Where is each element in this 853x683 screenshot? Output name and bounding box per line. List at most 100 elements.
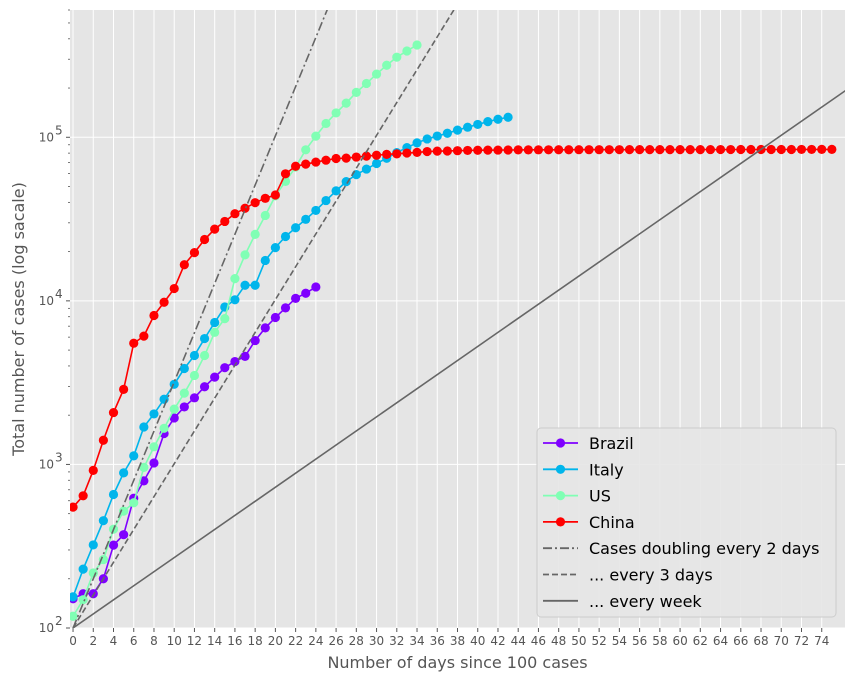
data-point: [452, 125, 463, 135]
x-tick-label: 4: [110, 634, 118, 648]
legend-marker: [555, 491, 566, 501]
data-point: [422, 134, 432, 144]
data-point: [169, 283, 179, 294]
data-point: [230, 209, 240, 219]
legend-box: [536, 427, 837, 618]
data-point: [119, 530, 129, 540]
data-point: [260, 255, 270, 266]
x-tick-label: 74: [814, 634, 829, 648]
data-point: [199, 234, 210, 245]
data-point: [624, 145, 635, 155]
data-point: [331, 153, 341, 164]
data-point: [199, 350, 210, 361]
data-point: [736, 144, 746, 155]
data-point: [473, 145, 483, 155]
series-every-3-days: [72, 10, 455, 628]
data-point: [564, 145, 574, 155]
data-point: [139, 331, 149, 341]
data-point: [210, 317, 220, 328]
x-tick-label: 36: [430, 634, 445, 648]
legend-label: US: [589, 487, 611, 506]
data-point: [402, 148, 412, 158]
data-point: [119, 506, 129, 516]
data-point: [280, 169, 291, 179]
data-point: [210, 224, 220, 234]
data-point: [139, 462, 149, 473]
data-point: [513, 145, 523, 155]
data-point: [250, 198, 260, 208]
data-point: [301, 214, 311, 224]
data-point: [604, 145, 614, 155]
legend-item: Cases doubling every 2 days: [543, 539, 819, 558]
legend-label: Italy: [589, 460, 624, 479]
data-point: [301, 145, 311, 155]
data-point: [695, 145, 705, 155]
data-point: [351, 87, 361, 97]
series-line: [72, 10, 328, 628]
data-point: [796, 144, 807, 155]
data-point: [301, 288, 311, 298]
data-point: [483, 145, 493, 155]
data-point: [149, 442, 159, 452]
data-point: [614, 145, 624, 155]
x-tick-label: 42: [490, 634, 505, 648]
x-tick-label: 28: [349, 634, 364, 648]
data-point: [503, 145, 513, 155]
data-point: [220, 216, 230, 227]
data-point: [240, 250, 250, 260]
data-point: [260, 210, 270, 221]
data-point: [291, 293, 301, 303]
data-point: [463, 145, 473, 156]
data-point: [422, 146, 432, 157]
x-tick-label: 62: [693, 634, 708, 648]
data-point: [726, 144, 736, 155]
data-point: [463, 122, 473, 132]
data-point: [108, 489, 119, 500]
x-tick-label: 64: [713, 634, 728, 648]
data-point: [817, 144, 827, 155]
y-tick-label: 10: [39, 130, 54, 144]
x-tick-label: 8: [150, 634, 158, 648]
x-tick-label: 10: [167, 634, 182, 648]
x-tick-label: 66: [733, 634, 748, 648]
legend-label: China: [589, 513, 635, 532]
data-point: [442, 128, 452, 138]
data-point: [412, 147, 422, 158]
data-point: [250, 229, 260, 239]
data-point: [240, 351, 250, 361]
legend-marker: [555, 438, 566, 448]
x-tick-label: 20: [268, 634, 283, 648]
legend-marker: [555, 464, 566, 474]
data-point: [189, 350, 200, 361]
data-point: [230, 295, 240, 305]
data-point: [139, 422, 149, 432]
data-point: [70, 502, 78, 512]
data-point: [280, 231, 291, 242]
data-point: [574, 145, 584, 155]
data-point: [159, 394, 169, 404]
data-point: [179, 260, 189, 270]
x-tick-label: 18: [248, 634, 263, 648]
data-point: [149, 409, 159, 419]
data-point: [392, 52, 402, 62]
x-tick-label: 38: [450, 634, 465, 648]
y-tick-label: 10: [39, 621, 54, 635]
data-point: [341, 153, 351, 163]
data-point: [543, 145, 554, 155]
x-tick-label: 46: [531, 634, 546, 648]
data-point: [260, 323, 270, 333]
x-tick-label: 32: [389, 634, 404, 648]
data-point: [321, 195, 331, 206]
data-point: [179, 363, 189, 374]
data-point: [108, 407, 119, 418]
ticks: 0 2 4 6 8 10 12 14 16 18 20 22 24 26 28 30 32 34 36 38 40 42 4…: [39, 9, 829, 648]
data-point: [70, 592, 78, 602]
data-point: [78, 595, 88, 605]
legend-item: ... every week: [543, 592, 702, 611]
data-point: [78, 491, 88, 501]
legend-label: Cases doubling every 2 days: [589, 539, 819, 558]
data-point: [78, 564, 88, 574]
data-point: [786, 144, 796, 155]
data-point: [685, 145, 695, 155]
y-tick-label: 10: [39, 294, 54, 308]
